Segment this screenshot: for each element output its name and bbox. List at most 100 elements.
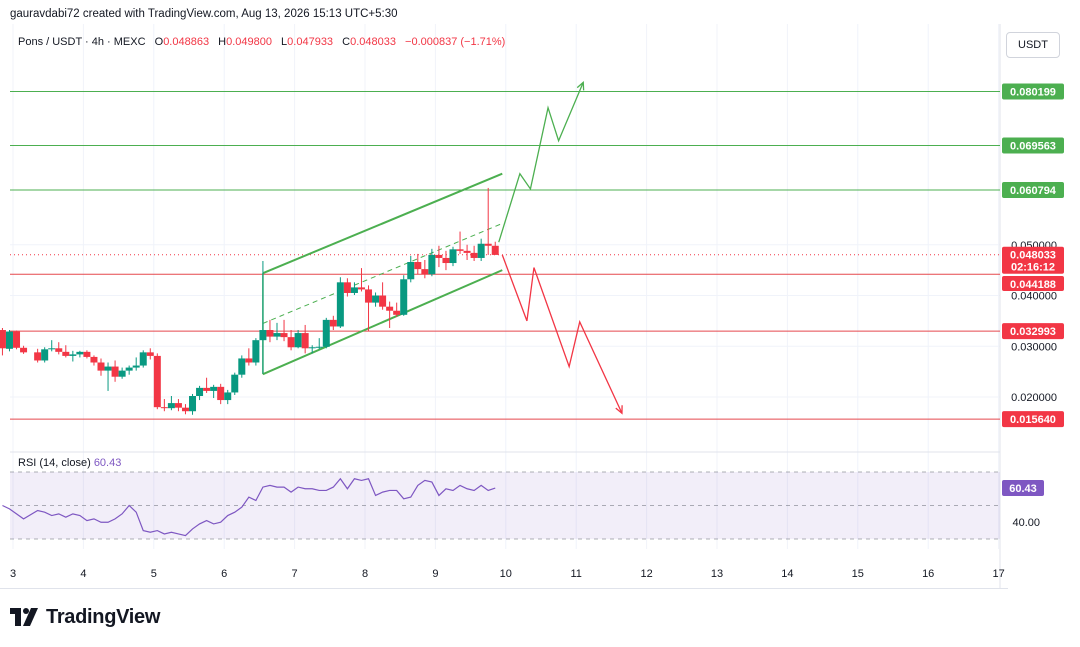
x-tick-label: 14 (781, 568, 793, 580)
candle-body (111, 366, 119, 377)
candle-body (189, 395, 197, 412)
tradingview-logo[interactable]: TradingView (10, 604, 160, 630)
candle-body (259, 330, 267, 341)
symbol-legend: Pons / USDT · 4h · MEXC O0.048863 H0.049… (18, 36, 505, 48)
candle-body (484, 243, 492, 246)
candle-body (231, 374, 239, 393)
resistance-price-tag-bg (1002, 181, 1064, 198)
currency-button[interactable]: USDT (1006, 32, 1060, 58)
last-price-tag-bg (1002, 246, 1064, 274)
candle-body (252, 340, 260, 363)
candle-body (97, 362, 105, 371)
price-tags: 0.080199 0.069563 0.060794 0.044188 0.032993… (1002, 83, 1064, 497)
rsi-axis-label: 40.00 (1012, 517, 1040, 529)
x-tick-label: 9 (432, 568, 438, 580)
bearish-projection-path (501, 254, 623, 414)
last-price-tag-text: 02:16:12 (1011, 262, 1055, 274)
candle-body (287, 337, 295, 348)
close-label: C (342, 36, 351, 48)
candle-body (41, 349, 49, 361)
candle-body (350, 287, 358, 293)
candle-body (48, 348, 56, 350)
candle-body (224, 392, 232, 401)
candle-body (181, 407, 189, 412)
last-price-tag-text: 0.048033 (1010, 250, 1056, 262)
candle-body (62, 351, 70, 356)
channel-upper-line (262, 172, 503, 275)
candle-body (217, 386, 225, 401)
candle-body (118, 370, 126, 377)
rsi-pane (2, 471, 1000, 540)
candle-body (491, 245, 499, 255)
candle-body (273, 333, 281, 337)
candle-body (90, 356, 98, 363)
close-value: 0.048033 (350, 36, 396, 48)
candle-body (400, 279, 408, 315)
y-tick-label: 0.030000 (1011, 341, 1057, 353)
candle-body (322, 319, 330, 347)
time-axis[interactable]: 3 4 5 6 7 8 9 10 11 12 13 14 15 16 17 (10, 568, 1005, 580)
candle-body (125, 367, 133, 371)
candle-body (442, 257, 450, 264)
candle-body (104, 366, 112, 371)
candle-body (69, 354, 77, 356)
rsi-value-tag-bg (1002, 480, 1044, 497)
candle-body (301, 333, 309, 349)
candle-body (76, 351, 84, 355)
candle-body (372, 295, 380, 303)
x-tick-label: 6 (221, 568, 227, 580)
resistance-price-tag-text: 0.060794 (1010, 185, 1057, 197)
candle-body (456, 249, 464, 251)
candle-body (266, 330, 274, 337)
candle-body (132, 365, 140, 368)
candle-body (329, 319, 337, 327)
candle-body (379, 295, 387, 307)
tradingview-logo-text: TradingView (46, 605, 161, 628)
x-tick-label: 10 (500, 568, 512, 580)
resistance-price-tag-text: 0.069563 (1010, 140, 1056, 152)
low-label: L (281, 36, 288, 48)
rsi-name[interactable]: RSI (14, close) (18, 457, 91, 469)
candle-body (0, 330, 6, 349)
x-tick-label: 17 (992, 568, 1004, 580)
channel-lower-line (262, 269, 503, 376)
resistance-price-tag-bg (1002, 137, 1064, 154)
candle-body (315, 346, 323, 348)
candle-body (407, 262, 415, 280)
candle-body (308, 347, 316, 349)
footer-divider (0, 588, 1008, 589)
rsi-line (2, 477, 496, 537)
rsi-value-tag-text: 60.43 (1009, 483, 1037, 495)
candle-body (13, 331, 21, 348)
rsi-legend: RSI (14, close) 60.43 (18, 457, 121, 469)
candle-body (55, 348, 63, 352)
change-value: −0.000837 (−1.71%) (405, 36, 506, 48)
candle-body (343, 282, 351, 293)
x-tick-label: 4 (80, 568, 86, 580)
high-value: 0.049800 (226, 36, 272, 48)
support-price-tag-bg (1002, 276, 1064, 291)
symbol-name[interactable]: Pons / USDT · 4h · MEXC (18, 36, 146, 48)
chart-grid (10, 24, 1001, 588)
support-price-tag-text: 0.044188 (1010, 279, 1056, 291)
candle-body (336, 282, 344, 327)
candle-body (245, 358, 253, 363)
candle-body (294, 333, 302, 348)
bearish-arrow-head (615, 405, 623, 415)
support-price-tag-bg (1002, 323, 1064, 340)
resistance-price-tag-bg (1002, 83, 1064, 100)
bullish-arrow-head (576, 80, 585, 91)
y-tick-label: 0.020000 (1011, 392, 1057, 404)
candle-body (153, 355, 161, 408)
candle-body (386, 306, 394, 311)
attribution-text: gauravdabi72 created with TradingView.co… (10, 8, 398, 20)
candle-body (210, 386, 218, 391)
candle-body (167, 403, 175, 409)
support-price-tag-bg (1002, 411, 1064, 428)
candle-body (139, 352, 147, 366)
resistance-price-tag-text: 0.080199 (1010, 87, 1056, 99)
horizontal-levels (10, 91, 1000, 420)
high-label: H (218, 36, 227, 48)
candle-body (160, 407, 168, 409)
